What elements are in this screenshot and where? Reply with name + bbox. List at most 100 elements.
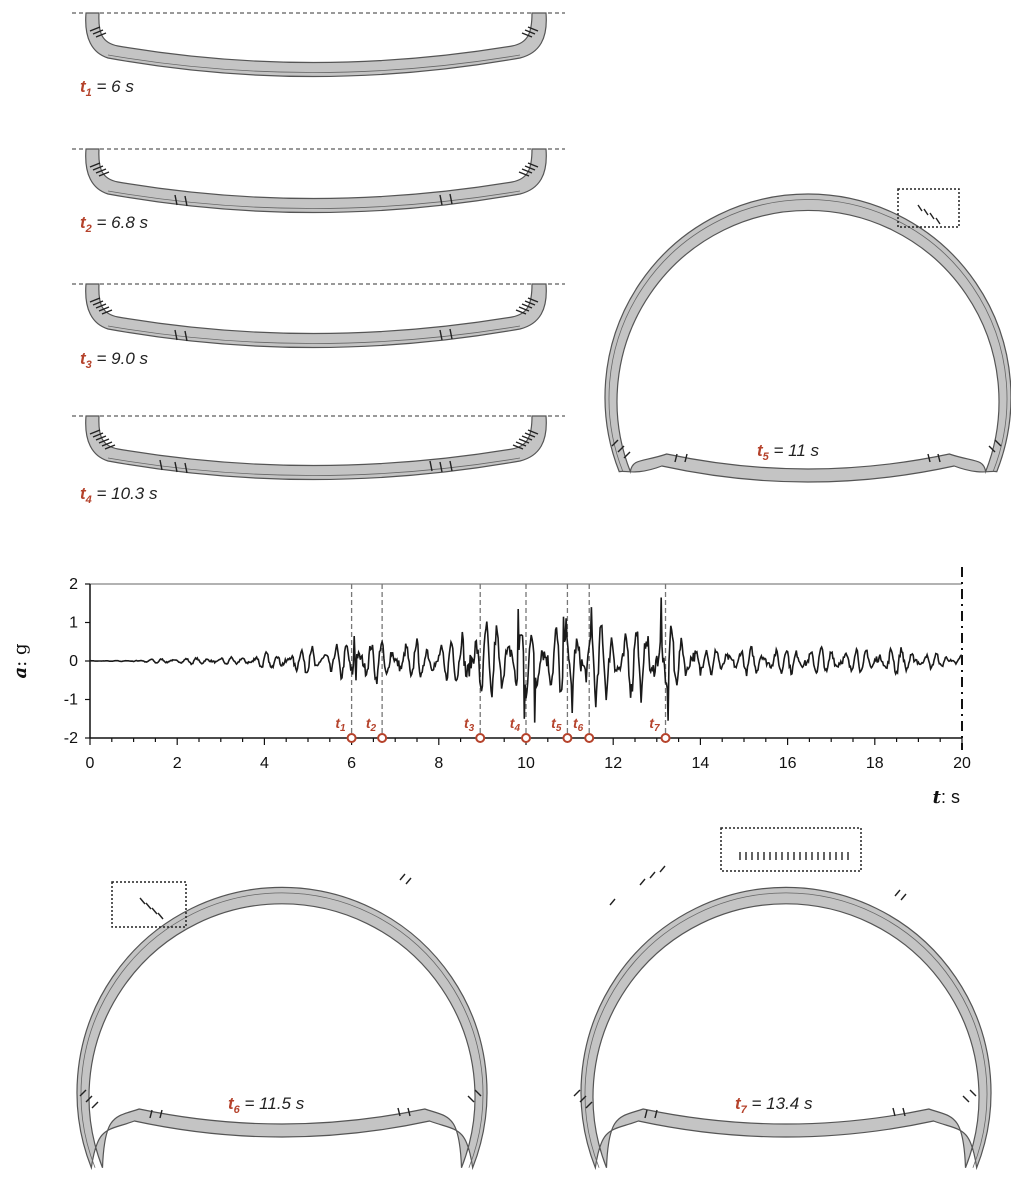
crack xyxy=(98,306,110,312)
crack xyxy=(184,195,188,207)
lining-inner-line xyxy=(608,199,1008,472)
crack xyxy=(139,897,146,905)
crack xyxy=(927,453,931,463)
crack xyxy=(159,459,163,471)
crack xyxy=(524,432,536,438)
partial-lining-4 xyxy=(72,415,565,481)
crack xyxy=(174,329,178,341)
y-tick-label: -2 xyxy=(64,730,78,747)
lining-shell xyxy=(580,886,992,1171)
x-tick-label: 14 xyxy=(692,755,710,772)
label-t7: t7 = 13.4 s xyxy=(735,1094,813,1116)
crack xyxy=(92,29,104,35)
crack xyxy=(521,32,533,38)
marker-point-t5 xyxy=(562,733,573,743)
lining-inner-line xyxy=(107,190,521,209)
lining-inner-line xyxy=(107,325,521,344)
label-t3: t3 = 9.0 s xyxy=(80,349,149,371)
y-tick-label: 1 xyxy=(69,615,78,632)
zoom-box-t6 xyxy=(111,881,187,928)
crack xyxy=(585,1101,593,1109)
x-tick-label: 20 xyxy=(953,755,971,772)
crack xyxy=(623,451,631,459)
x-tick-label: 8 xyxy=(434,755,443,772)
crack xyxy=(524,29,536,35)
crack xyxy=(449,193,453,205)
tunnel-lining-t7 xyxy=(573,852,992,1171)
crack xyxy=(95,32,107,38)
crack xyxy=(579,1095,587,1103)
crack xyxy=(149,1109,153,1119)
lining-shell xyxy=(85,12,547,78)
crack xyxy=(439,329,443,341)
x-tick-label: 16 xyxy=(779,755,797,772)
partial-lining-3 xyxy=(72,283,565,349)
crack xyxy=(95,168,107,174)
partial-lining-2 xyxy=(72,148,565,214)
marker-label-t3: t3 xyxy=(464,715,475,734)
x-tick-labels: 0 2 4 6 8 10 12 14 16 18 20 xyxy=(86,755,971,772)
crack xyxy=(518,438,530,444)
acceleration-series xyxy=(89,597,963,723)
crack xyxy=(929,212,935,220)
crack xyxy=(515,441,527,447)
x-axis-title: t: s xyxy=(933,787,960,808)
crack xyxy=(89,297,101,303)
crack xyxy=(527,26,539,32)
crack xyxy=(515,309,527,315)
crack xyxy=(524,165,536,171)
marker-point-t4 xyxy=(521,733,531,743)
crack xyxy=(449,460,453,472)
lining-shell xyxy=(85,415,547,481)
label-t4: t4 = 10.3 s xyxy=(80,484,158,506)
crack xyxy=(644,1109,648,1119)
x-tick-label: 4 xyxy=(260,755,269,772)
crack xyxy=(649,871,656,879)
lining-shell xyxy=(85,283,547,349)
crack xyxy=(92,300,104,306)
crack xyxy=(89,429,101,435)
crack xyxy=(654,1109,658,1119)
crack xyxy=(639,878,646,886)
crack xyxy=(79,1089,87,1097)
marker-point-t3 xyxy=(475,733,486,743)
partial-lining-1 xyxy=(72,12,565,78)
x-tick-label: 6 xyxy=(347,755,356,772)
crack xyxy=(923,208,929,216)
crack xyxy=(439,194,443,206)
crack xyxy=(521,168,533,174)
lining-shell xyxy=(85,148,547,214)
y-tick-labels: 2 1 0 -1 -2 xyxy=(64,576,90,747)
y-tick-label: -1 xyxy=(64,692,78,709)
crack xyxy=(95,435,107,441)
crack xyxy=(521,435,533,441)
crack xyxy=(684,453,688,463)
crack xyxy=(159,1109,163,1119)
crack xyxy=(524,300,536,306)
crack xyxy=(399,873,406,881)
crack xyxy=(184,462,188,474)
lining-inner-line xyxy=(80,892,484,1168)
acceleration-chart: t1 t2 t3 t4 t5 t6 t7 0 2 4 6 8 10 12 14 16 18 20 210-1-2… xyxy=(10,567,971,808)
crack xyxy=(609,898,616,906)
crack xyxy=(988,445,996,453)
crack xyxy=(917,204,923,212)
crack xyxy=(174,194,178,206)
y-tick-label: 2 xyxy=(69,576,78,593)
crack xyxy=(512,444,524,450)
crack xyxy=(101,441,113,447)
x-tick-label: 0 xyxy=(86,755,95,772)
marker-label-t2: t2 xyxy=(366,715,377,734)
crack xyxy=(518,171,530,177)
crack xyxy=(935,217,941,225)
x-tick-label: 12 xyxy=(604,755,622,772)
tunnel-lining-t5 xyxy=(604,193,1011,483)
y-axis-title: a: g xyxy=(10,644,31,679)
crack xyxy=(521,303,533,309)
crack xyxy=(89,26,101,32)
lining-shell xyxy=(604,193,1011,483)
marker-point-t2 xyxy=(377,733,388,743)
crack xyxy=(92,432,104,438)
crack xyxy=(174,461,178,473)
